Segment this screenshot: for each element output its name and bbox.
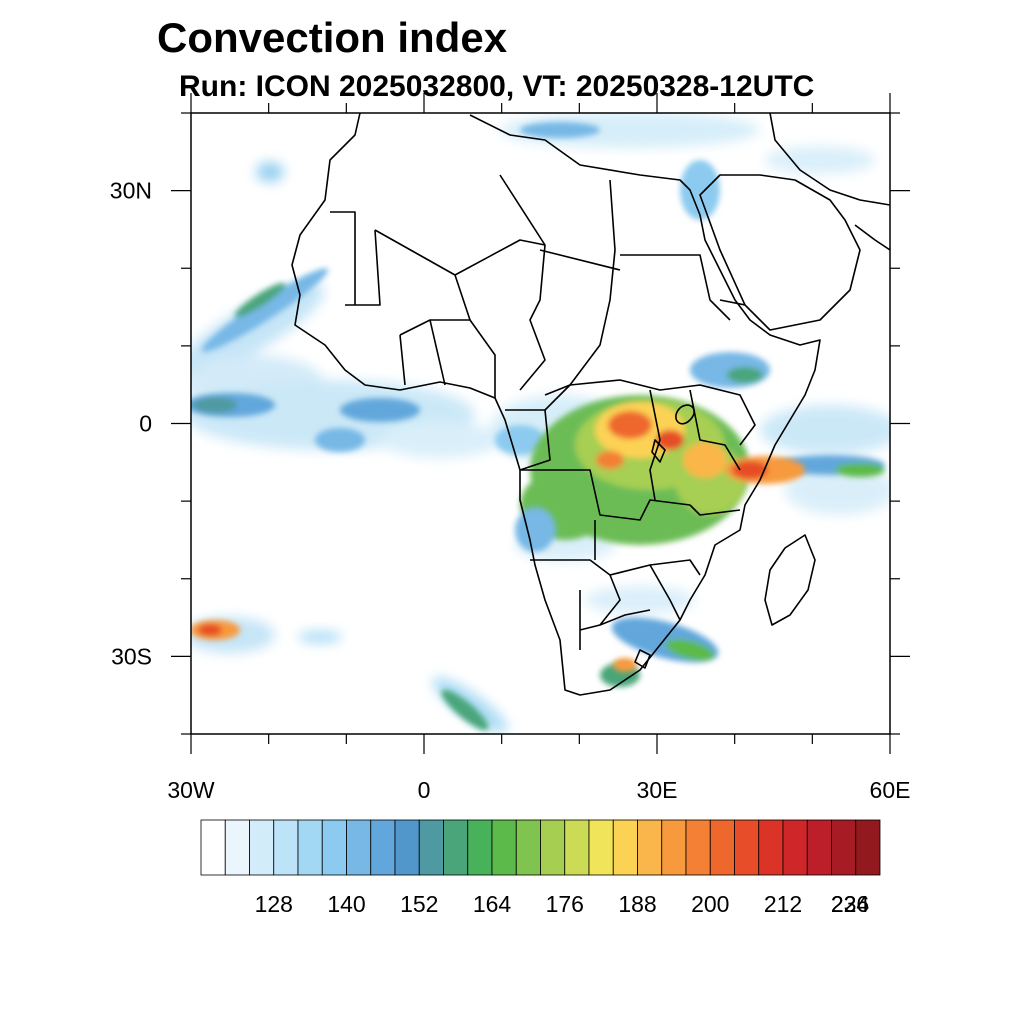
- colorbar-swatch: [661, 819, 687, 876]
- colorbar-label: 224: [831, 891, 870, 917]
- colorbar-swatch: [249, 819, 275, 876]
- colorbar-swatch: [297, 819, 323, 876]
- colorbar-label: 128: [255, 891, 293, 917]
- colorbar-swatch: [515, 819, 541, 876]
- colorbar-swatch: [540, 819, 566, 876]
- colorbar-swatch: [321, 819, 347, 876]
- x-tick-label: 30E: [637, 777, 678, 803]
- colorbar-swatch: [782, 819, 808, 876]
- colorbar-swatch: [224, 819, 250, 876]
- colorbar-swatch: [685, 819, 711, 876]
- y-tick-label: 30S: [111, 643, 152, 669]
- axis-labels: 30W 0 30E 60E 30N 0 30S: [110, 178, 911, 803]
- colorbar-swatch: [491, 819, 517, 876]
- colorbar-swatch: [467, 819, 493, 876]
- colorbar-label: 200: [691, 891, 729, 917]
- colorbar-swatch: [758, 819, 784, 876]
- colorbar-swatch: [273, 819, 299, 876]
- colorbar-swatch: [418, 819, 444, 876]
- colorbar-swatch: [564, 819, 590, 876]
- y-tick-label: 30N: [110, 178, 152, 204]
- colorbar-swatch: [612, 819, 638, 876]
- chart-title: Convection index: [157, 14, 508, 61]
- chart-subtitle: Run: ICON 2025032800, VT: 20250328-12UTC: [179, 70, 815, 103]
- colorbar-swatch: [346, 819, 372, 876]
- colorbar-label: 212: [764, 891, 802, 917]
- colorbar-swatch: [200, 819, 226, 876]
- colorbar-swatch: [709, 819, 735, 876]
- colorbar-swatch: [831, 819, 857, 876]
- colorbar: [200, 819, 881, 876]
- colorbar-swatch: [370, 819, 396, 876]
- colorbar-swatch: [588, 819, 614, 876]
- colorbar-swatch: [443, 819, 469, 876]
- colorbar-label: 188: [618, 891, 656, 917]
- colorbar-label: 164: [473, 891, 512, 917]
- y-tick-label: 0: [139, 411, 152, 437]
- colorbar-swatch: [637, 819, 663, 876]
- coastlines-and-borders: [291, 113, 890, 696]
- colorbar-label: 236: [831, 891, 869, 917]
- colorbar-label: 176: [546, 891, 584, 917]
- x-tick-label: 30W: [167, 777, 215, 803]
- colorbar-swatch: [806, 819, 832, 876]
- x-tick-label: 0: [418, 777, 431, 803]
- x-tick-label: 60E: [870, 777, 911, 803]
- colorbar-swatch: [855, 819, 881, 876]
- axis-ticks: [171, 93, 910, 754]
- colorbar-label: 152: [400, 891, 438, 917]
- colorbar-swatch: [734, 819, 760, 876]
- convection-field: [191, 113, 890, 733]
- colorbar-label: 140: [327, 891, 365, 917]
- colorbar-swatch: [394, 819, 420, 876]
